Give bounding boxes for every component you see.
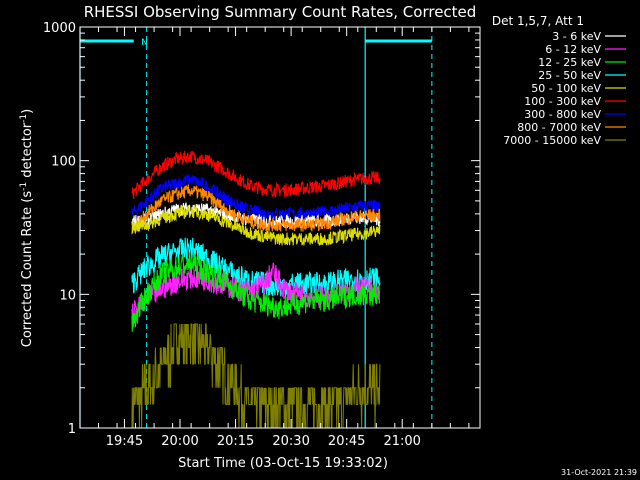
legend-label: 3 - 6 keV	[552, 30, 601, 43]
x-tick-label: 20:15	[217, 434, 254, 449]
x-tick-label: 19:45	[106, 434, 143, 449]
series-line	[131, 150, 381, 199]
legend-label: 7000 - 15000 keV	[503, 134, 601, 147]
series-line	[131, 237, 381, 298]
legend-label: 800 - 7000 keV	[517, 121, 601, 134]
legend-header: Det 1,5,7, Att 1	[492, 14, 584, 28]
legend-label: 300 - 800 keV	[524, 108, 601, 121]
legend-label: 12 - 25 keV	[538, 56, 601, 69]
chart-title: RHESSI Observing Summary Count Rates, Co…	[84, 3, 477, 21]
x-tick-label: 20:45	[328, 434, 365, 449]
x-tick-label: 21:00	[383, 434, 420, 449]
legend-label: 6 - 12 keV	[545, 43, 601, 56]
legend-label: 100 - 300 keV	[524, 95, 601, 108]
x-tick-label: 20:00	[161, 434, 198, 449]
y-tick-label: 100	[51, 155, 76, 170]
x-tick-label: 20:30	[272, 434, 309, 449]
axes: 1 10 100 1000 19:45 20:00 20:15 20:30 20:45 21:00	[43, 21, 480, 449]
y-tick-label: 1000	[43, 21, 76, 36]
legend-label: 50 - 100 keV	[531, 82, 601, 95]
y-axis-label: Corrected Count Rate (s-1 detector-1)	[19, 109, 35, 347]
plot-frame	[79, 26, 481, 429]
y-tick-label: 1	[68, 422, 76, 437]
series-line	[131, 252, 381, 332]
legend-label: 25 - 50 keV	[538, 69, 601, 82]
series-line	[131, 184, 381, 235]
footer-date: 31-Oct-2021 21:39	[561, 468, 637, 477]
x-axis-label: Start Time (03-Oct-15 19:33:02)	[178, 456, 388, 471]
series-line	[131, 204, 381, 246]
flag-label: N	[141, 38, 148, 48]
y-tick-label: 10	[59, 288, 76, 303]
